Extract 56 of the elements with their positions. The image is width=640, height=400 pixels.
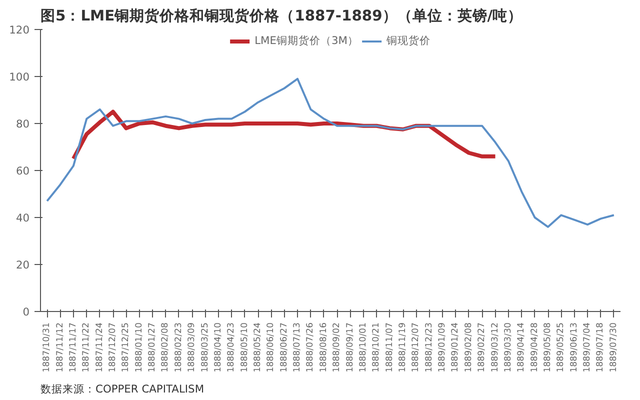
x-tick-label: 1888/05/10 [240, 322, 250, 372]
x-tick-label: 1888/03/09 [187, 322, 198, 372]
y-tick-label: 60 [16, 164, 30, 178]
x-tick-label: 1889/02/27 [477, 322, 488, 372]
x-tick-label: 1889/07/04 [582, 322, 593, 372]
y-tick-label: 120 [9, 24, 30, 36]
x-tick-label: 1888/10/21 [372, 322, 382, 372]
x-tick-label: 1889/07/18 [596, 322, 606, 372]
x-tick-label: 1888/02/08 [160, 322, 171, 372]
y-tick-label: 80 [16, 118, 30, 130]
legend-label: LME铜期货价（3M） [254, 34, 358, 48]
x-tick-label: 1889/07/30 [608, 322, 619, 372]
x-tick-label: 1888/10/01 [358, 322, 368, 372]
x-tick-label: 1888/04/10 [213, 322, 224, 372]
x-tick-label: 1887/10/31 [42, 322, 52, 372]
x-tick-label: 1888/11/07 [384, 322, 395, 372]
x-tick-label: 1887/11/17 [68, 322, 78, 372]
chart-title: 图5：LME铜期货价格和铜现货价格（1887-1889）（单位：英镑/吨） [40, 8, 523, 24]
x-tick-label: 1889/04/28 [530, 322, 540, 372]
x-tick-label: 1888/06/27 [279, 322, 290, 372]
x-tick-label: 1889/06/13 [569, 322, 580, 372]
x-tick-label: 1887/11/22 [82, 322, 92, 372]
x-tick-label: 1888/01/10 [134, 322, 144, 372]
x-tick-label: 1888/02/23 [174, 322, 184, 372]
x-tick-label: 1889/03/12 [490, 322, 500, 372]
x-tick-label: 1888/05/24 [253, 322, 263, 372]
x-tick-label: 1887/11/12 [55, 322, 66, 372]
x-tick-label: 1887/12/25 [121, 322, 132, 372]
x-tick-label: 1889/02/08 [464, 322, 474, 372]
x-tick-label: 1888/01/27 [148, 322, 158, 372]
x-tick-label: 1888/09/02 [332, 322, 342, 372]
x-tick-label: 1888/11/19 [398, 322, 408, 372]
x-tick-label: 1889/01/24 [450, 322, 461, 372]
x-tick-label: 1889/03/30 [503, 322, 514, 372]
legend-label: 铜现货价 [386, 34, 430, 48]
line-series [46, 78, 615, 228]
x-tick-label: 1888/07/26 [306, 322, 316, 372]
x-tick-label: 1889/05/08 [543, 322, 553, 372]
x-tick-label: 1888/07/13 [292, 322, 303, 372]
x-tick-label: 1887/12/07 [108, 322, 118, 372]
x-tick-label: 1888/12/07 [411, 322, 422, 372]
y-tick-label: 0 [22, 306, 30, 318]
x-tick-label: 1888/12/23 [424, 322, 434, 372]
x-tick-label: 1888/04/23 [226, 322, 237, 372]
source-note: 数据来源：COPPER CAPITALISM [40, 382, 204, 396]
x-tick-label: 1887/11/24 [94, 322, 105, 372]
y-tick-label: 20 [16, 258, 30, 272]
x-tick-label: 1888/03/25 [200, 322, 210, 372]
x-tick-label: 1888/09/17 [345, 322, 356, 372]
x-tick-label: 1889/05/25 [556, 322, 566, 372]
y-tick-label: 40 [16, 212, 30, 224]
x-tick-label: 1889/04/14 [516, 322, 527, 372]
x-tick-label: 1888/06/10 [266, 322, 276, 372]
x-tick-label: 1889/01/09 [438, 322, 448, 372]
y-tick-label: 100 [9, 70, 30, 84]
x-tick-label: 1888/08/16 [318, 322, 329, 372]
